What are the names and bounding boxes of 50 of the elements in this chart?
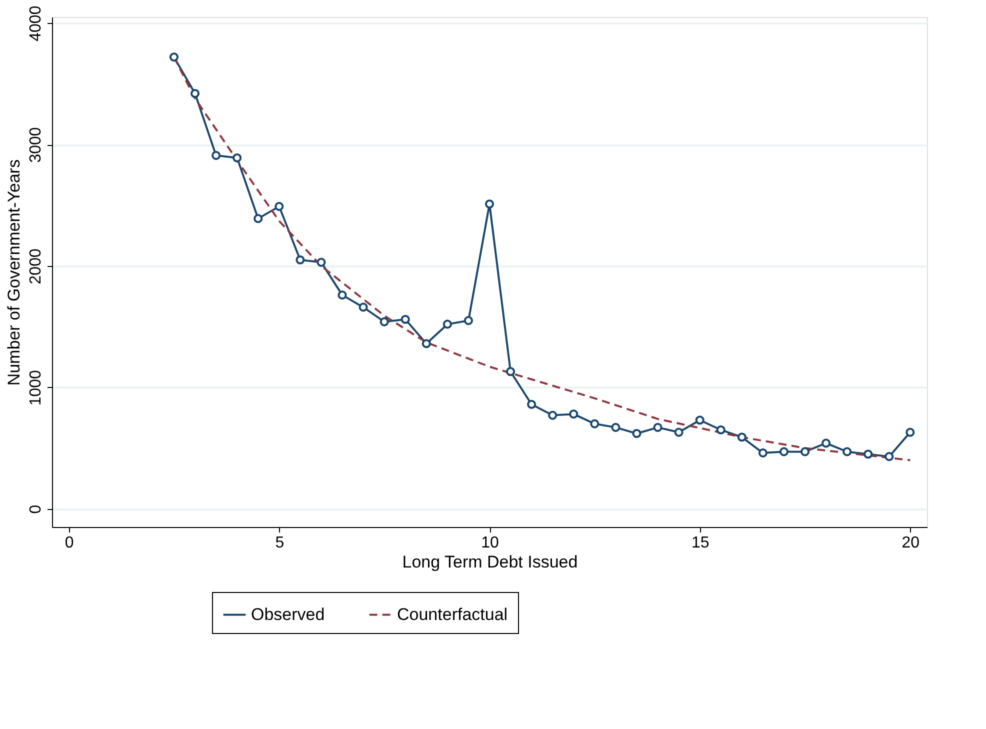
point xyxy=(274,202,284,211)
point xyxy=(822,438,831,448)
point xyxy=(800,447,810,456)
point xyxy=(169,52,179,62)
point xyxy=(737,432,746,442)
point xyxy=(527,400,536,409)
point xyxy=(190,88,200,98)
point xyxy=(422,339,431,348)
y-tick-label: 4000 xyxy=(28,6,44,42)
point xyxy=(590,419,600,428)
point xyxy=(442,320,452,329)
legend-label: Observed xyxy=(251,604,325,624)
y-tick-label: 3000 xyxy=(28,127,44,163)
point xyxy=(380,317,389,326)
legend-label: Counterfactual xyxy=(397,604,508,624)
x-tick-label: 0 xyxy=(64,534,74,552)
point xyxy=(653,422,662,432)
x-tick-label: 15 xyxy=(691,534,710,552)
point xyxy=(906,428,915,437)
point xyxy=(316,258,326,267)
point xyxy=(842,447,852,456)
point xyxy=(611,422,620,432)
point xyxy=(779,447,789,456)
point xyxy=(864,450,873,459)
y-tick-label: 0 xyxy=(28,504,44,514)
x-tick-label: 20 xyxy=(902,534,920,552)
point xyxy=(212,150,221,160)
y-axis-title: Number of Government-Years xyxy=(4,159,24,386)
point xyxy=(569,410,578,419)
point xyxy=(232,153,242,162)
x-tick-label: 5 xyxy=(275,534,284,552)
point xyxy=(758,448,768,458)
point xyxy=(338,290,347,300)
point xyxy=(506,367,516,376)
y-tick-label: 1000 xyxy=(28,370,44,406)
x-axis-title: Long Term Debt Issued xyxy=(402,552,578,572)
point xyxy=(884,452,894,462)
point xyxy=(484,199,494,209)
point xyxy=(548,410,558,420)
point xyxy=(695,416,704,425)
point xyxy=(716,425,726,434)
x-tick-label: 10 xyxy=(481,534,499,552)
point xyxy=(464,316,473,326)
point xyxy=(254,214,263,224)
point xyxy=(674,428,684,437)
y-tick-label: 2000 xyxy=(28,248,44,284)
point xyxy=(400,314,410,324)
point xyxy=(296,255,305,264)
point xyxy=(358,302,368,312)
point xyxy=(632,428,642,438)
